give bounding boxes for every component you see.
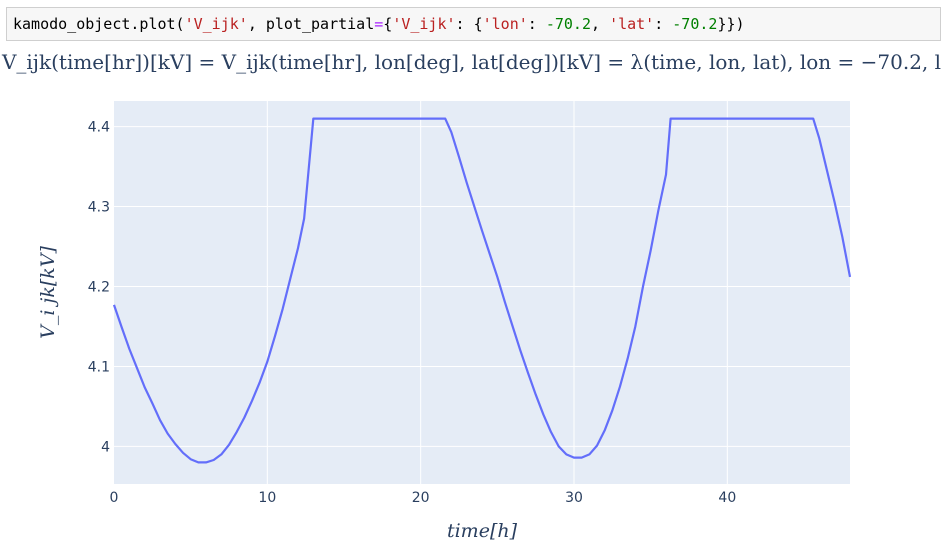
code-text-key3: 'lat' [609, 15, 655, 33]
code-text-arg1: 'V_ijk' [184, 15, 248, 33]
code-text-val2: -70.2 [545, 15, 591, 33]
x-axis-title: time[h] [447, 520, 518, 542]
y-axis-title: V_i jk[kV] [37, 246, 59, 339]
plot-area [114, 101, 850, 484]
code-text-eq: = [374, 15, 384, 33]
x-tick-label: 30 [565, 490, 583, 506]
x-tick-label: 20 [412, 490, 430, 506]
x-axis-ticks: 0 10 20 30 40 [110, 490, 737, 506]
code-text-colon3: : [654, 15, 673, 33]
code-text-val3: -70.2 [672, 15, 718, 33]
y-tick-label: 4.2 [88, 280, 110, 296]
gridlines [114, 101, 850, 484]
code-text-sep2: , [591, 15, 610, 33]
code-text-key1: 'V_ijk' [392, 15, 456, 33]
code-text-key2: 'lon' [482, 15, 528, 33]
code-cell[interactable]: kamodo_object.plot('V_ijk', plot_partial… [6, 7, 941, 41]
code-text-colon2: : [527, 15, 546, 33]
x-tick-label: 40 [718, 490, 736, 506]
y-tick-label: 4.1 [88, 359, 110, 375]
y-tick-label: 4.3 [88, 200, 110, 216]
code-text-suffix: }}) [717, 15, 745, 33]
x-tick-label: 0 [110, 490, 119, 506]
x-tick-label: 10 [258, 490, 276, 506]
y-tick-label: 4.4 [88, 120, 110, 136]
y-axis-ticks: 4 4.1 4.2 4.3 4.4 [88, 120, 110, 456]
code-text-colon1: : { [455, 15, 483, 33]
y-tick-label: 4 [101, 439, 110, 455]
code-text-brace-open: { [383, 15, 393, 33]
chart-title: V_ijk(time[hr])[kV] = V_ijk(time[hr], lo… [1, 50, 942, 74]
code-text-prefix: kamodo_object.plot( [13, 15, 185, 33]
series-line[interactable] [112, 117, 852, 464]
code-text-sep1: , plot_partial [247, 15, 375, 33]
